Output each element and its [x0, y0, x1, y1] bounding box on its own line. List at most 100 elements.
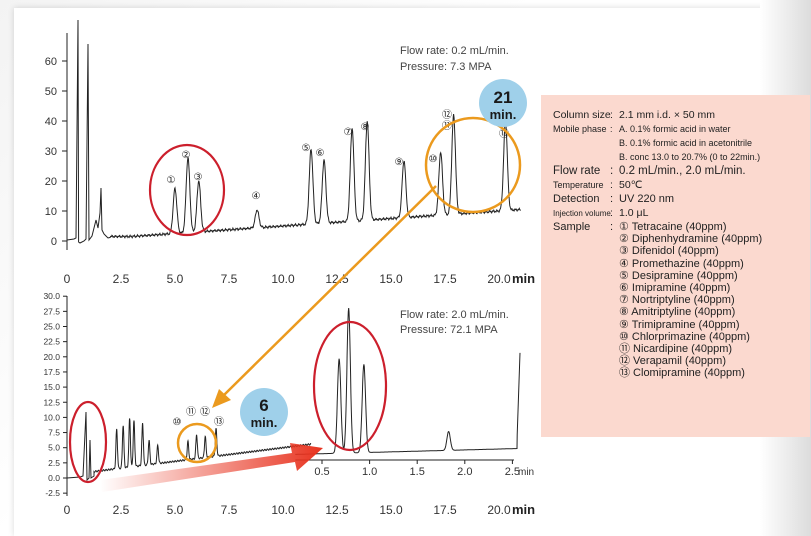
bottom-left-red-ellipse [68, 400, 108, 484]
mobile-phase-c: B. conc 13.0 to 20.7% (0 to 22min.) [619, 152, 761, 162]
detection-value: UV 220 nm [619, 193, 675, 205]
temperature-value: 50℃ [619, 179, 643, 191]
temperature-key: Temperature [553, 180, 604, 190]
top-y-tick-label: 0 [51, 236, 57, 248]
top-x-tick-label: 5.0 [167, 272, 184, 286]
bottom-pressure: Pressure: 72.1 MPA [400, 324, 498, 336]
badge-6-circle [240, 388, 288, 436]
top-orange-highlight-circle [424, 116, 522, 214]
top-red-highlight-ellipse [148, 143, 226, 237]
mobile-phase-row: Mobile phase : A. 0.1% formic acid in wa… [553, 124, 731, 134]
sample-item: ⑥ Imipramine (40ppm) [619, 282, 731, 294]
flow-rate-key: Flow rate [553, 165, 601, 177]
top-x-tick-label: 7.5 [221, 272, 238, 286]
inset-x-tick-label: 1.5 [410, 466, 425, 478]
top-y-tick-label: 50 [45, 86, 57, 98]
bottom-x-tick-label: 2.5 [113, 503, 130, 517]
bottom-orange-highlight-circle [176, 422, 218, 464]
top-x-tick-label: 15.0 [379, 272, 403, 286]
top-pressure: Pressure: 7.3 MPA [400, 61, 492, 73]
orange-arrow-head [212, 389, 231, 408]
badge-6-number: 6 [259, 396, 268, 415]
top-x-tick-label: 12.5 [325, 272, 349, 286]
bottom-y-tick-label: 5.0 [48, 443, 60, 453]
bottom-peak-label: ⑬ [214, 416, 224, 428]
bottom-x-tick-label: 10.0 [271, 503, 295, 517]
sample-item: ⑪ Nicardipine (40ppm) [619, 343, 733, 355]
sample-key: Sample [553, 221, 591, 233]
bottom-peak-label: ⑫ [200, 406, 210, 418]
sample-item: ⑬ Clomipramine (40ppm) [619, 367, 745, 380]
top-peak-label: ⑤ [302, 143, 311, 154]
top-y-tick-label: 30 [45, 146, 57, 158]
bottom-chromatogram-trace [66, 411, 312, 482]
column-size-key: Column size [553, 109, 611, 121]
top-y-tick-label: 60 [45, 56, 57, 68]
top-peak-label: ⑦ [344, 127, 353, 138]
bottom-y-tick-label: 27.5 [43, 306, 60, 316]
top-peak-label: ② [182, 150, 191, 161]
bottom-x-tick-label: 15.0 [379, 503, 403, 517]
inset-x-unit: min [518, 467, 534, 478]
bottom-flow-rate: Flow rate: 2.0 mL/min. [400, 309, 509, 321]
top-peak-label: ③ [194, 172, 203, 183]
injection-volume-key: Injection volume [553, 209, 611, 218]
sample-row: Sample : [553, 221, 614, 233]
top-chromatogram-trace [66, 19, 521, 244]
sample-item: ④ Promethazine (40ppm) [619, 257, 744, 270]
top-peak-label: ⑨ [395, 157, 404, 168]
inset-x-tick-label: 1.0 [362, 466, 377, 478]
sample-item: ⑧ Amitriptyline (40ppm) [619, 306, 736, 319]
top-peak-label: ④ [252, 191, 261, 202]
top-x-tick-label: 20.0 [487, 272, 511, 286]
sample-item: ② Diphenhydramine (40ppm) [619, 233, 763, 246]
bottom-y-tick-label: 15.0 [43, 382, 60, 392]
mobile-phase-key: Mobile phase [553, 124, 607, 134]
bottom-y-tick-label: 7.5 [48, 428, 60, 438]
top-flow-rate: Flow rate: 0.2 mL/min. [400, 45, 509, 57]
top-peak-label: ⑬ [499, 128, 509, 140]
bottom-y-tick-label: 17.5 [43, 367, 60, 377]
red-speed-arrow [100, 443, 323, 492]
orange-arrow-line [223, 185, 437, 396]
bottom-x-tick-label: 12.5 [325, 503, 349, 517]
bottom-x-tick-label: 7.5 [221, 503, 238, 517]
bottom-peak-label: ⑪ [186, 406, 196, 418]
bottom-y-tick-label: 2.5 [48, 458, 60, 468]
bottom-y-tick-label: 10.0 [43, 412, 60, 422]
sample-item: ⑫ Verapamil (40ppm) [619, 355, 726, 368]
bottom-y-tick-label: -2.5 [45, 488, 60, 498]
bottom-x-tick-label: 20.0 [487, 503, 511, 517]
badge-21-unit: min. [490, 107, 517, 122]
sample-item: ⑨ Trimipramine (40ppm) [619, 318, 740, 331]
inset-red-ellipse [312, 320, 388, 452]
flow-rate-value: 0.2 mL/min., 2.0 mL/min. [619, 165, 746, 177]
top-x-tick-label: 10.0 [271, 272, 295, 286]
inset-x-tick-label: 2.5 [505, 466, 520, 478]
sample-item: ⑩ Chlorprimazine (40ppm) [619, 330, 750, 343]
flow-rate-row: Flow rate : 0.2 mL/min., 2.0 mL/min. [553, 165, 746, 177]
top-x-unit: min [512, 271, 535, 286]
top-x-tick-label: 0 [64, 272, 71, 286]
mobile-phase-b: B. 0.1% formic acid in acetonitrile [619, 138, 753, 148]
bottom-y-tick-label: 0.0 [48, 473, 60, 483]
bottom-y-tick-label: 12.5 [43, 397, 60, 407]
bottom-peak-label: ⑩ [173, 417, 182, 428]
bottom-y-tick-label: 25.0 [43, 322, 60, 332]
top-x-tick-label: 17.5 [433, 272, 457, 286]
inset-chromatogram-trace [295, 308, 521, 455]
top-peak-label: ⑩ [429, 154, 438, 165]
sample-item: ⑤ Desipramine (40ppm) [619, 269, 738, 282]
bottom-x-tick-label: 17.5 [433, 503, 457, 517]
top-y-tick-label: 10 [45, 206, 57, 218]
column-size-value: 2.1 mm i.d. × 50 mm [619, 109, 715, 121]
detection-key: Detection [553, 193, 600, 205]
column-size-row: Column size : 2.1 mm i.d. × 50 mm [553, 109, 715, 121]
temperature-row: Temperature : 50℃ [553, 179, 643, 191]
top-x-tick-label: 2.5 [113, 272, 130, 286]
badge-21-circle [479, 79, 527, 127]
top-peak-label: ⑥ [316, 148, 325, 159]
bottom-y-tick-label: 30.0 [43, 291, 60, 301]
injection-volume-row: Injection volume : 1.0 μL [553, 207, 649, 219]
